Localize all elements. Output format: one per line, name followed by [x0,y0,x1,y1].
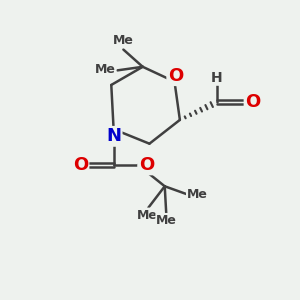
Text: Me: Me [94,63,116,76]
Text: O: O [73,156,88,174]
Text: Me: Me [156,214,177,227]
Text: O: O [168,67,183,85]
Text: Me: Me [187,188,208,201]
Text: O: O [139,156,154,174]
Text: O: O [245,93,260,111]
Text: Me: Me [137,208,158,222]
Text: N: N [106,127,121,145]
Text: Me: Me [113,34,134,47]
Text: H: H [211,71,223,85]
